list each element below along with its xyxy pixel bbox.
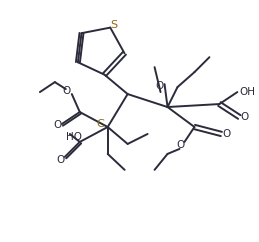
Text: OH: OH (239, 87, 255, 97)
Text: O: O (63, 86, 71, 96)
Text: O: O (176, 140, 185, 150)
Text: O: O (240, 112, 248, 122)
Text: O: O (57, 155, 65, 165)
Text: O: O (222, 129, 231, 139)
Text: HO: HO (66, 132, 82, 142)
Text: O: O (54, 120, 62, 130)
Text: O: O (155, 81, 164, 91)
Text: S: S (111, 20, 118, 30)
Text: C: C (97, 119, 105, 129)
